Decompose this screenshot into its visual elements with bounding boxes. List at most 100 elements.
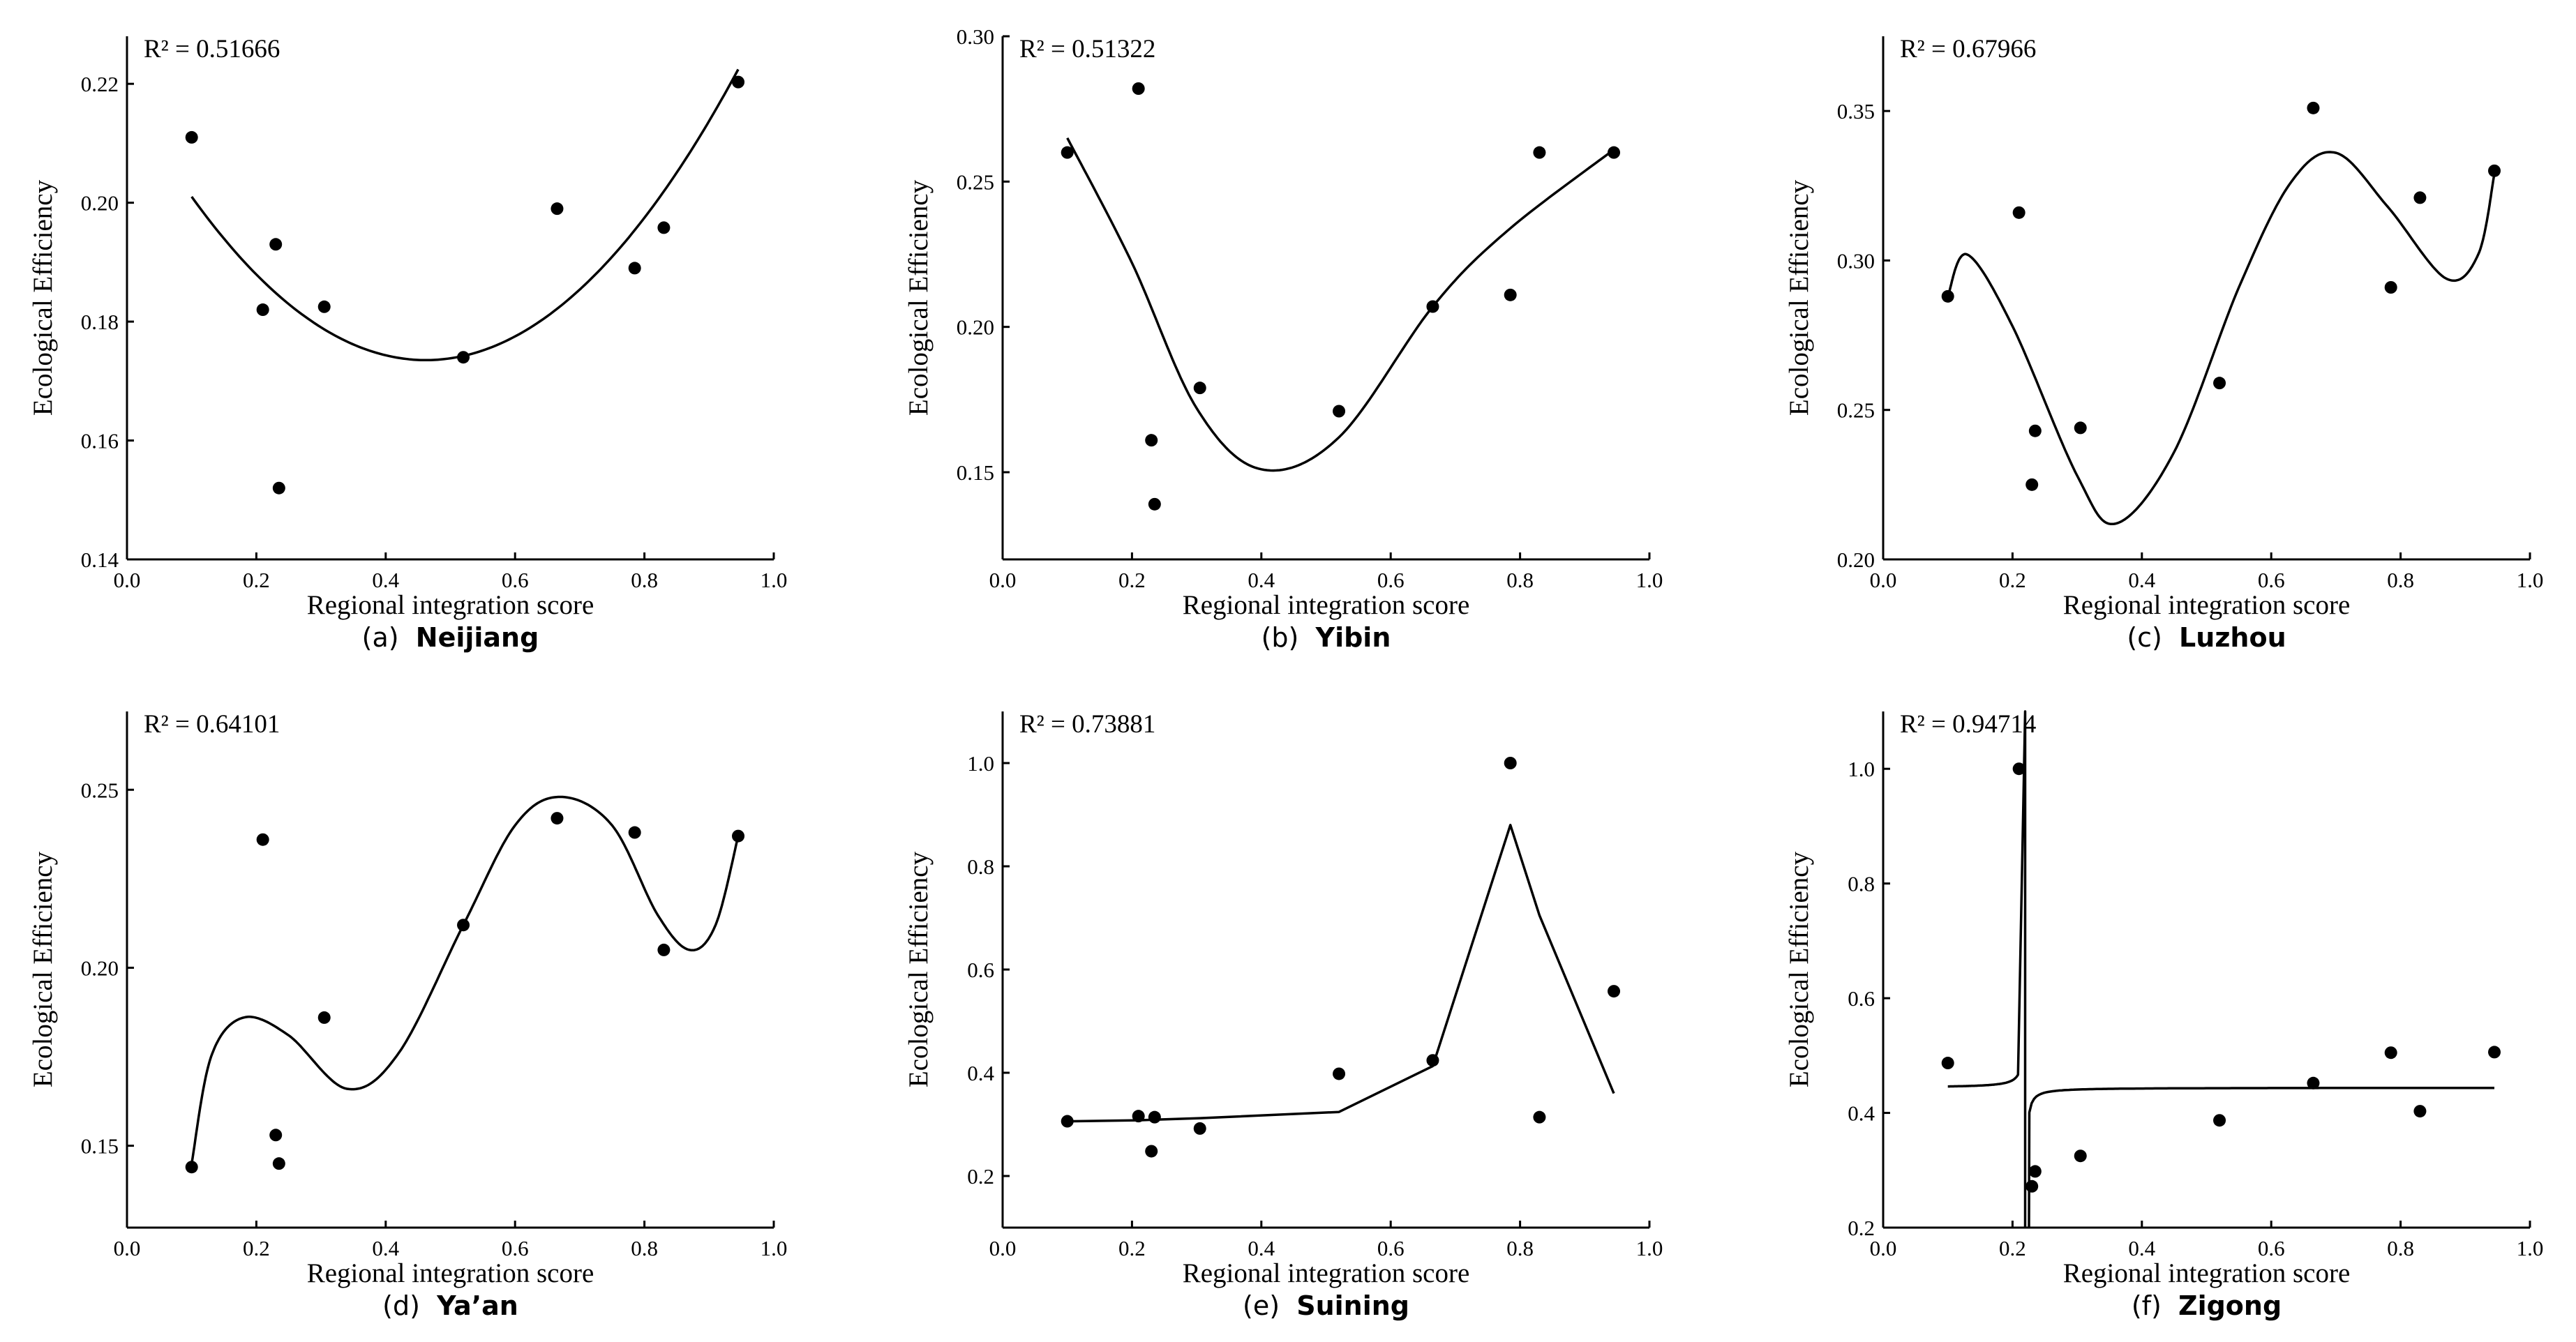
r-squared-label: R² = 0.64101 bbox=[144, 710, 280, 739]
panel-caption: (e) Suining bbox=[1243, 1290, 1409, 1321]
y-tick-label: 0.20 bbox=[957, 315, 994, 340]
x-tick-label: 0.2 bbox=[1118, 1236, 1146, 1260]
data-point bbox=[1941, 1057, 1954, 1070]
data-point bbox=[317, 1011, 331, 1024]
x-tick-label: 0.2 bbox=[243, 568, 270, 592]
x-tick-label: 1.0 bbox=[2517, 1236, 2544, 1260]
fit-curve bbox=[1067, 824, 1615, 1123]
y-tick-label: 0.2 bbox=[967, 1164, 994, 1189]
y-tick-label: 0.20 bbox=[81, 191, 119, 216]
r-squared-label: R² = 0.51322 bbox=[1019, 35, 1155, 63]
y-tick-label: 1.0 bbox=[1848, 757, 1875, 781]
data-point bbox=[1426, 300, 1439, 313]
panel-c-luzhou: 0.0 0.2 0.4 0.6 0.8 1.0 0.20 0.25 0.30 0.35 Region… bbox=[1784, 35, 2543, 653]
data-point bbox=[2307, 101, 2320, 114]
fit-curve bbox=[1066, 137, 1615, 472]
data-point bbox=[2028, 424, 2042, 437]
y-tick-label: 0.8 bbox=[1848, 872, 1875, 896]
data-point bbox=[2307, 1076, 2320, 1090]
x-tick-label: 0.8 bbox=[2387, 568, 2414, 592]
y-tick-label: 0.30 bbox=[957, 24, 994, 49]
x-tick-label: 1.0 bbox=[1636, 568, 1663, 592]
fit-curve bbox=[1947, 151, 2496, 526]
caption-name: Luzhou bbox=[2179, 622, 2286, 653]
data-point bbox=[317, 300, 331, 313]
panel-a-neijiang: 0.0 0.2 0.4 0.6 0.8 1.0 0.14 0.16 0.18 0.20 0.22 Re… bbox=[28, 35, 787, 653]
x-tick-label: 0.6 bbox=[2258, 1236, 2285, 1260]
data-point bbox=[551, 202, 564, 216]
data-point bbox=[1504, 757, 1517, 769]
caption-name: Ya’an bbox=[436, 1290, 518, 1321]
y-axis-label: Ecological Efficiency bbox=[28, 851, 58, 1087]
x-tick-label: 0.0 bbox=[1870, 1236, 1897, 1260]
data-point bbox=[1148, 497, 1161, 511]
data-point bbox=[628, 262, 641, 275]
fit-curve bbox=[2028, 1086, 2494, 1228]
data-point bbox=[1061, 1115, 1074, 1128]
caption-letter: (f) bbox=[2132, 1290, 2178, 1321]
y-axis-label: Ecological Efficiency bbox=[904, 851, 934, 1087]
y-tick-label: 0.22 bbox=[81, 72, 119, 96]
data-point bbox=[1145, 1145, 1158, 1158]
caption-letter: (c) bbox=[2127, 622, 2179, 653]
data-point bbox=[1333, 1067, 1346, 1080]
data-point bbox=[269, 238, 283, 251]
x-axis-label: Regional integration score bbox=[307, 590, 594, 620]
y-tick-label: 0.20 bbox=[1837, 548, 1875, 572]
y-axis-label: Ecological Efficiency bbox=[904, 179, 934, 416]
data-point bbox=[1132, 82, 1145, 95]
y-tick-label: 0.25 bbox=[957, 169, 994, 194]
x-tick-label: 0.8 bbox=[631, 1236, 658, 1260]
x-tick-label: 0.4 bbox=[1248, 568, 1275, 592]
data-point bbox=[2074, 1149, 2087, 1163]
data-point bbox=[732, 75, 745, 89]
r-squared-label: R² = 0.51666 bbox=[144, 35, 280, 63]
x-tick-label: 0.0 bbox=[1870, 568, 1897, 592]
y-tick-label: 0.4 bbox=[967, 1061, 994, 1085]
data-point bbox=[1193, 1122, 1206, 1135]
x-tick-label: 0.4 bbox=[2128, 568, 2155, 592]
x-tick-label: 1.0 bbox=[761, 568, 788, 592]
x-axis-label: Regional integration score bbox=[2063, 590, 2351, 620]
data-point bbox=[185, 1161, 198, 1174]
x-tick-label: 0.0 bbox=[114, 1236, 141, 1260]
y-axis-label: Ecological Efficiency bbox=[1784, 851, 1814, 1087]
data-point bbox=[1148, 1110, 1161, 1124]
panel-d-yaan: 0.0 0.2 0.4 0.6 0.8 1.0 0.15 0.20 0.25 Regional i… bbox=[28, 710, 787, 1321]
y-tick-label: 1.0 bbox=[967, 751, 994, 776]
x-tick-label: 0.2 bbox=[1999, 568, 2026, 592]
x-tick-label: 0.4 bbox=[2128, 1236, 2155, 1260]
y-tick-label: 0.25 bbox=[81, 778, 119, 802]
x-tick-label: 0.6 bbox=[1377, 568, 1405, 592]
data-point bbox=[2025, 1179, 2039, 1193]
caption-name: Zigong bbox=[2178, 1290, 2282, 1321]
data-point bbox=[657, 943, 671, 956]
y-tick-label: 0.14 bbox=[81, 548, 119, 572]
data-point bbox=[1533, 1110, 1546, 1124]
x-tick-label: 0.0 bbox=[989, 568, 1017, 592]
data-point bbox=[2384, 1046, 2397, 1060]
x-axis-label: Regional integration score bbox=[2063, 1258, 2351, 1288]
x-tick-label: 0.4 bbox=[1248, 1236, 1275, 1260]
data-point bbox=[2384, 281, 2397, 294]
y-tick-label: 0.4 bbox=[1848, 1101, 1875, 1126]
panel-f-zigong: 0.0 0.2 0.4 0.6 0.8 1.00.20.40.60.81.0Regiona… bbox=[1784, 710, 2543, 1321]
y-tick-label: 0.8 bbox=[967, 854, 994, 879]
y-tick-label: 0.18 bbox=[81, 310, 119, 334]
y-tick-label: 0.6 bbox=[1848, 986, 1875, 1011]
r-squared-label: R² = 0.67966 bbox=[1900, 35, 2036, 63]
data-point bbox=[256, 833, 269, 846]
x-tick-label: 0.6 bbox=[502, 1236, 529, 1260]
data-point bbox=[1145, 434, 1158, 447]
panel-caption: (a) Neijiang bbox=[362, 622, 539, 653]
x-tick-label: 0.2 bbox=[243, 1236, 270, 1260]
y-tick-label: 0.15 bbox=[957, 460, 994, 485]
x-tick-label: 1.0 bbox=[1636, 1236, 1663, 1260]
fit-curve bbox=[190, 68, 740, 362]
data-point bbox=[2028, 1165, 2042, 1178]
x-tick-label: 0.8 bbox=[631, 568, 658, 592]
fit-curve bbox=[190, 795, 740, 1164]
caption-letter: (e) bbox=[1243, 1290, 1296, 1321]
data-point bbox=[628, 826, 641, 839]
